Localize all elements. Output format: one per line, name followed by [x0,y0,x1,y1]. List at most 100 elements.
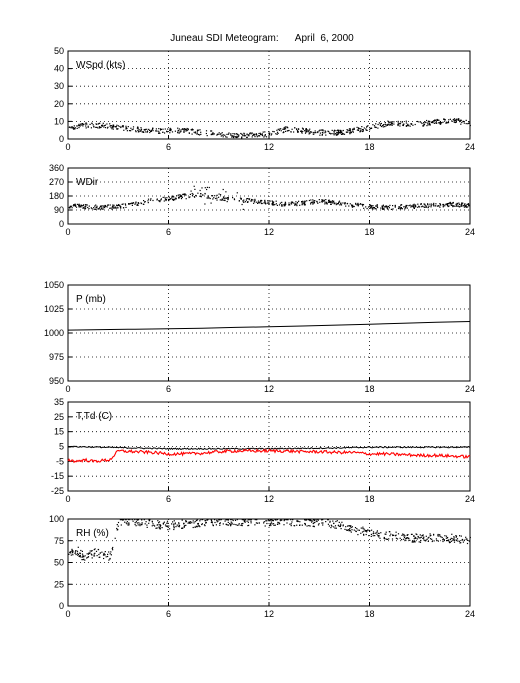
data-point [322,519,324,521]
data-point [422,125,424,127]
data-point [247,201,249,203]
data-point [226,524,228,526]
data-point [126,521,128,523]
data-point [156,198,158,200]
data-point [103,205,105,207]
data-point [337,203,339,205]
data-point [363,528,365,530]
series-line [67,321,471,331]
data-point [370,533,372,535]
data-point [302,200,304,202]
data-point [176,195,178,197]
data-point [435,205,437,207]
data-point [220,194,222,196]
data-point [402,124,404,126]
data-point [210,202,212,204]
data-point [305,131,307,133]
data-point [133,202,135,204]
data-point [303,204,306,206]
data-point [206,197,208,199]
data-point [116,524,118,526]
data-point [446,537,448,539]
data-point [186,129,188,132]
data-point [124,521,126,523]
data-point [415,204,417,206]
data-point [212,524,214,526]
data-point [244,521,246,523]
data-point [243,520,246,522]
data-point [401,208,403,210]
data-point [184,194,186,196]
data-point [152,127,154,129]
data-point [260,201,262,203]
data-point [290,202,292,204]
data-point [464,203,466,205]
x-tick-label: 12 [264,384,274,394]
data-point [166,197,168,199]
data-point [79,556,82,558]
data-point [278,204,281,206]
data-point [421,122,423,125]
data-point [356,129,358,131]
data-point [252,134,254,136]
data-point [69,206,71,208]
data-point [70,552,72,554]
data-point [362,203,364,206]
data-point [130,127,132,129]
data-point [445,121,447,123]
data-point [459,542,461,544]
data-point [100,126,102,128]
data-point [356,528,358,530]
data-point [183,131,185,133]
data-point [341,130,343,132]
data-point [429,120,431,123]
data-point [284,127,286,129]
data-point [348,205,350,207]
data-point [314,521,316,523]
data-point [69,551,71,554]
data-point [465,123,467,125]
data-point [233,199,236,201]
data-point [419,537,421,539]
data-point [443,539,445,541]
data-point [103,552,105,554]
data-point [425,206,427,208]
data-point [448,203,450,205]
data-point [156,524,158,526]
data-point [442,539,444,541]
data-point [453,537,455,539]
data-point [314,200,316,202]
panel-label: WSpd (kts) [76,60,125,71]
data-point [167,529,169,531]
data-point [341,521,343,523]
data-point [406,534,408,536]
data-point [377,127,379,129]
data-point [324,203,326,205]
data-point [72,127,75,129]
data-point [414,541,416,543]
data-point [125,128,127,130]
data-point [446,203,449,206]
data-point [189,193,191,195]
data-point [437,205,439,207]
data-point [385,538,387,540]
data-point [199,189,201,192]
x-tick-label: 0 [65,494,70,504]
data-point [384,205,386,207]
data-point [367,529,369,531]
data-point [330,203,332,205]
x-tick-label: 24 [465,494,475,504]
data-point [349,528,351,530]
data-point [288,129,290,132]
data-point [391,122,393,124]
data-point [116,204,118,206]
y-tick-label: 270 [49,177,64,187]
data-point [128,130,131,132]
data-point [273,131,275,133]
data-point [178,197,180,199]
data-point [227,521,229,523]
data-point [117,521,120,524]
data-point [130,202,132,204]
data-point [109,207,111,209]
data-point [399,123,401,125]
